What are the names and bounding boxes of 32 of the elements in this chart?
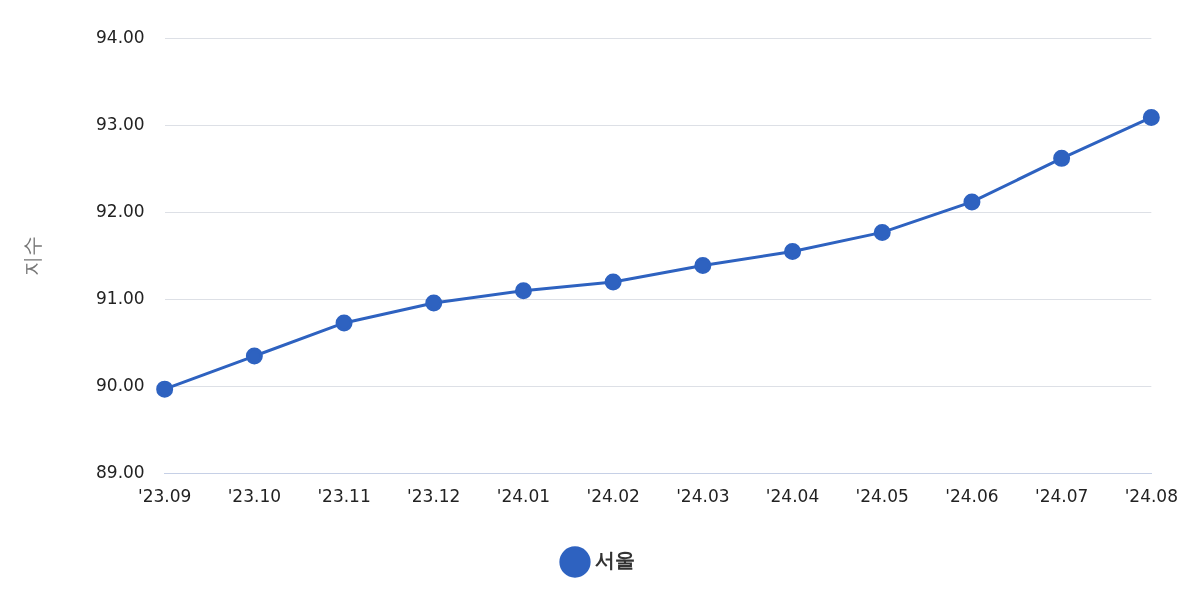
x-tick-label: '24.08	[1124, 486, 1178, 507]
legend-label: 서울	[595, 548, 635, 573]
x-tick-label: '24.01	[496, 486, 551, 507]
x-tick-label: '24.03	[676, 486, 730, 507]
point	[873, 223, 891, 241]
y-tick-label: 89.00	[96, 462, 145, 483]
point	[335, 314, 353, 332]
y-tick-label: 91.00	[96, 287, 145, 308]
point	[963, 193, 981, 211]
x-tick-label: '24.04	[765, 486, 820, 507]
x-tick-label: '23.11	[317, 486, 371, 507]
y-tick-label: 93.00	[96, 113, 145, 134]
x-tick-label: '23.12	[407, 486, 461, 507]
x-tick-label: '23.10	[227, 486, 282, 507]
y-tick-label: 90.00	[96, 374, 145, 395]
point	[784, 243, 802, 261]
y-tick-label: 92.00	[96, 200, 145, 221]
point	[604, 273, 622, 291]
point	[245, 347, 263, 365]
x-tick-label: '24.02	[586, 486, 640, 507]
x-tick-label: '24.07	[1034, 486, 1089, 507]
x-tick-label: '23.09	[138, 486, 192, 507]
point	[1053, 149, 1071, 167]
point	[694, 256, 712, 274]
point	[514, 282, 532, 300]
x-tick-label: '24.06	[945, 486, 999, 507]
point	[156, 380, 174, 398]
y-axis-title: 지수	[20, 235, 45, 276]
point	[425, 294, 443, 312]
x-tick-label: '24.05	[855, 486, 909, 507]
y-tick-label: 94.00	[96, 26, 145, 47]
point	[1142, 108, 1160, 126]
